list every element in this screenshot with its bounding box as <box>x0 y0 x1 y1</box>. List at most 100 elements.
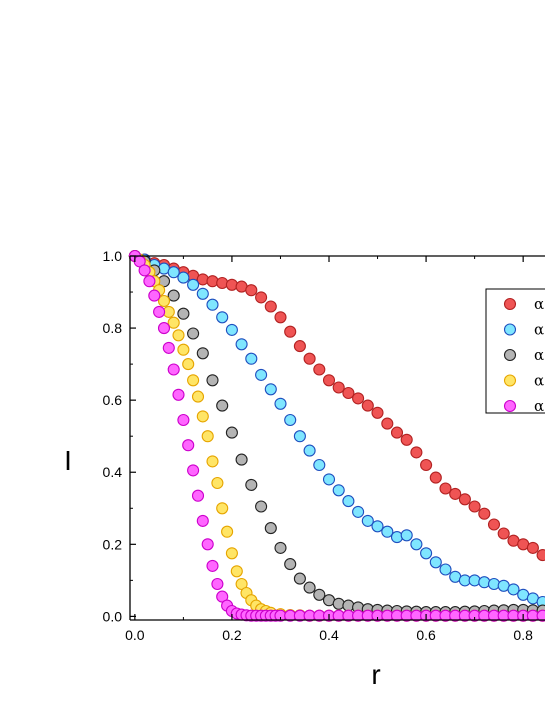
data-point-series-4 <box>177 343 190 356</box>
data-point-series-2 <box>332 484 345 497</box>
data-point-series-1 <box>206 275 219 288</box>
data-point-series-3 <box>187 327 200 340</box>
data-point-series-3 <box>196 347 209 360</box>
data-point-series-2 <box>400 529 413 542</box>
data-point-series-2 <box>167 266 180 279</box>
data-point-series-1 <box>487 518 501 531</box>
data-point-series-2 <box>342 495 355 508</box>
data-point-series-5 <box>191 489 205 502</box>
data-point-series-2 <box>381 525 394 538</box>
y-tick-label: 0.6 <box>103 392 123 408</box>
y-tick-label: 0.2 <box>103 536 123 552</box>
data-point-series-2 <box>478 576 491 589</box>
data-point-series-2 <box>487 577 501 591</box>
data-point-series-1 <box>478 507 491 520</box>
data-point-series-5 <box>201 538 214 551</box>
data-point-series-4 <box>196 410 209 423</box>
data-point-series-5 <box>153 305 166 318</box>
data-point-series-2 <box>255 368 268 381</box>
x-tick-label: 0.4 <box>319 627 339 643</box>
data-point-series-2 <box>410 538 423 551</box>
data-point-series-3 <box>167 289 180 302</box>
data-point-series-1 <box>245 284 258 297</box>
data-point-series-5 <box>187 464 200 477</box>
data-point-series-4 <box>201 430 214 443</box>
x-tick-label: 0.2 <box>222 627 242 643</box>
data-point-series-5 <box>143 275 156 288</box>
data-point-series-2 <box>196 287 209 300</box>
data-point-series-3 <box>216 399 229 412</box>
data-point-series-3 <box>225 426 238 439</box>
data-point-series-4 <box>230 565 243 578</box>
data-point-series-2 <box>303 444 316 457</box>
data-point-series-2 <box>274 397 287 410</box>
legend-marker-series-5 <box>503 399 517 413</box>
data-point-series-5 <box>148 289 161 302</box>
y-tick-label: 0.0 <box>103 608 123 624</box>
data-point-series-2 <box>235 338 248 351</box>
data-point-series-2 <box>371 520 384 533</box>
data-point-series-1 <box>322 374 336 387</box>
data-point-series-1 <box>274 311 287 324</box>
data-point-series-5 <box>536 609 545 622</box>
data-point-series-1 <box>284 325 297 338</box>
data-point-series-5 <box>157 322 171 335</box>
data-point-series-2 <box>293 430 306 443</box>
legend-label-series-5: α <box>534 397 544 415</box>
data-point-series-1 <box>449 487 462 500</box>
data-point-series-1 <box>497 527 510 540</box>
data-point-series-3 <box>332 597 345 610</box>
data-point-series-1 <box>410 446 423 459</box>
data-point-series-5 <box>162 341 175 354</box>
data-point-series-2 <box>225 323 238 336</box>
data-point-series-4 <box>167 316 180 329</box>
legend-label-series-2: α <box>534 321 544 339</box>
data-point-series-3 <box>255 500 268 513</box>
legend-label-series-4: α <box>534 372 544 390</box>
data-point-series-1 <box>526 541 539 554</box>
data-point-series-1 <box>536 549 545 562</box>
legend-label-series-3: α <box>534 346 544 364</box>
data-point-series-3 <box>264 522 277 535</box>
data-point-series-2 <box>507 583 520 596</box>
data-point-series-1 <box>439 482 452 495</box>
x-tick-label: 0.8 <box>513 627 533 643</box>
data-point-series-4 <box>216 502 229 515</box>
data-point-series-5 <box>182 439 195 452</box>
data-point-series-2 <box>468 574 481 587</box>
data-point-series-2 <box>390 531 404 544</box>
data-point-series-4 <box>206 455 219 468</box>
data-point-series-1 <box>342 386 355 400</box>
data-point-series-5 <box>138 264 151 277</box>
x-tick-label: 0.6 <box>416 627 436 643</box>
data-point-series-3 <box>177 307 190 320</box>
data-point-series-1 <box>303 352 316 365</box>
data-point-series-4 <box>211 476 224 490</box>
data-point-series-1 <box>216 276 229 290</box>
data-point-series-1 <box>196 273 209 286</box>
data-point-series-2 <box>361 514 374 527</box>
data-point-series-2 <box>429 556 442 569</box>
legend-marker-series-1 <box>503 297 517 311</box>
data-point-series-4 <box>191 390 205 403</box>
legend-marker-series-2 <box>503 323 517 336</box>
data-point-series-5 <box>167 363 180 376</box>
data-point-series-1 <box>293 340 306 353</box>
data-point-series-3 <box>274 541 287 554</box>
data-point-series-1 <box>468 500 481 513</box>
data-point-series-2 <box>284 413 297 427</box>
legend-marker-series-4 <box>503 374 517 387</box>
data-point-series-4 <box>172 329 185 342</box>
data-point-series-4 <box>221 525 234 538</box>
data-point-series-5 <box>172 388 185 401</box>
data-point-series-2 <box>313 458 326 472</box>
data-point-series-3 <box>245 478 258 491</box>
data-point-series-2 <box>264 383 277 396</box>
y-axis-title: I <box>64 445 72 476</box>
data-point-series-4 <box>225 547 238 560</box>
data-point-series-1 <box>458 493 471 506</box>
data-point-series-2 <box>322 473 336 486</box>
data-point-series-1 <box>352 392 365 405</box>
